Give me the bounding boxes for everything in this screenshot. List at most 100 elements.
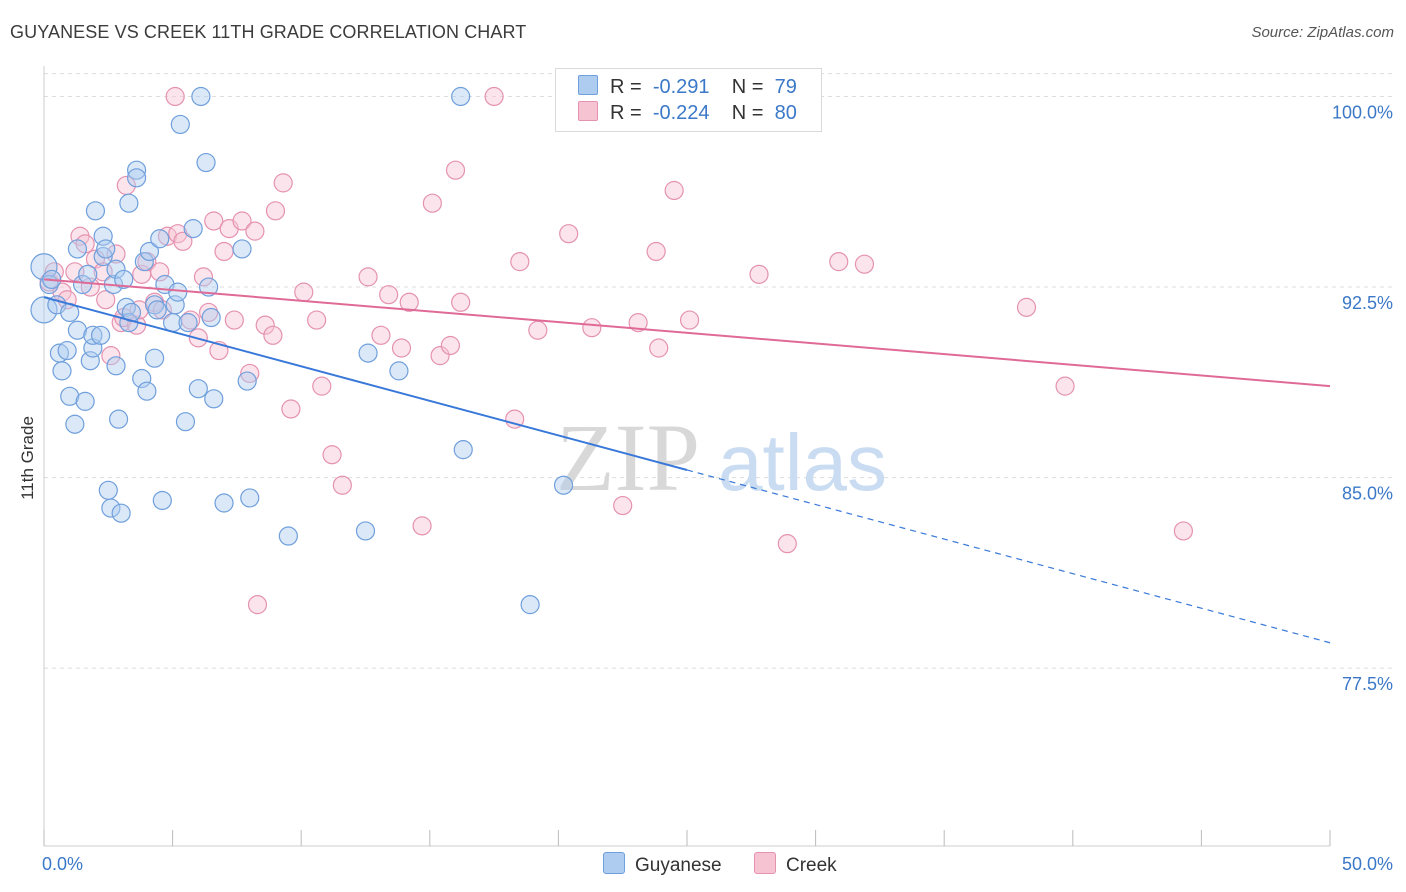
creek-point (247, 595, 268, 615)
legend-r-label: R = (610, 102, 642, 124)
creek-point (173, 231, 193, 251)
guyanese-point (30, 296, 58, 324)
guyanese-point (240, 488, 260, 508)
creek-point (199, 302, 219, 323)
creek-point (646, 241, 666, 262)
creek-point (854, 254, 875, 274)
guyanese-point (144, 348, 165, 368)
guyanese-point (111, 503, 131, 523)
guyanese-point (57, 340, 77, 361)
guyanese-point (358, 343, 378, 363)
creek-point (245, 221, 265, 241)
creek-point (484, 86, 504, 107)
guyanese-point (451, 86, 471, 107)
creek-point (193, 267, 214, 287)
creek-legend-swatch (754, 852, 776, 874)
guyanese-point (389, 361, 409, 381)
guyanese-point (201, 307, 221, 328)
source-label: Source: ZipAtlas.com (1251, 24, 1394, 41)
creek-point (559, 224, 579, 244)
creek-point (1016, 297, 1037, 317)
guyanese-point (119, 193, 139, 213)
guyanese-point (214, 493, 234, 513)
legend-r-value: -0.224 (652, 102, 710, 124)
creek-point (332, 475, 352, 495)
guyanese-point (170, 114, 190, 135)
y-axis-label: 11th Grade (18, 416, 37, 500)
guyanese-point (114, 269, 134, 290)
guyanese-point (232, 239, 252, 259)
guyanese-point (126, 168, 147, 188)
legend-r-value: -0.291 (652, 76, 710, 98)
legend-n-label: N = (731, 76, 764, 98)
creek-point (440, 335, 460, 356)
guyanese-point (96, 239, 116, 259)
guyanese-point (67, 320, 88, 340)
y-tick-label: 77.5% (1342, 674, 1393, 694)
guyanese-points (30, 86, 574, 615)
creek-point (165, 86, 185, 107)
guyanese-point (278, 526, 298, 546)
creek-point (265, 201, 286, 221)
y-tick-label: 85.0% (1342, 484, 1393, 504)
creek-swatch (578, 101, 598, 121)
creek-point (273, 173, 293, 193)
legend-row-guyanese: R = -0.291 N = 79 (578, 75, 797, 101)
guyanese-point (52, 361, 72, 381)
creek-point (96, 290, 116, 310)
guyanese-point (72, 274, 93, 295)
creek-point (255, 315, 275, 335)
creek-point (528, 320, 548, 340)
guyanese-point (132, 368, 152, 389)
guyanese-point (75, 391, 95, 411)
guyanese-point (147, 300, 167, 320)
guyanese-point (116, 297, 136, 317)
guyanese-point (98, 480, 118, 500)
creek-point (224, 310, 244, 330)
guyanese-legend-swatch (603, 852, 625, 874)
guyanese-point (106, 356, 126, 376)
guyanese-point (168, 282, 188, 302)
guyanese-point (355, 521, 376, 541)
y-tick-label: 92.5% (1342, 293, 1393, 313)
guyanese-point (93, 246, 113, 267)
guyanese-point (237, 371, 257, 391)
guyanese-trend-extrapolation (686, 469, 1331, 644)
creek-point (101, 346, 121, 366)
guyanese-point (188, 379, 208, 399)
creek-point (240, 363, 260, 384)
guyanese-point (90, 325, 111, 345)
creek-point (679, 310, 700, 330)
creek-point (829, 252, 849, 272)
guyanese-point (150, 229, 170, 249)
creek-point (371, 325, 391, 345)
guyanese-point (199, 277, 219, 297)
guyanese-point (144, 295, 165, 315)
guyanese-point (134, 252, 154, 272)
creek-point (451, 292, 471, 312)
guyanese-point (108, 409, 129, 429)
creek-point (312, 376, 332, 396)
bottom-legend-creek: Creek (754, 852, 837, 877)
creek-legend-label: Creek (786, 855, 837, 876)
guyanese-swatch (578, 75, 598, 95)
creek-trend-line (43, 278, 1331, 388)
legend-n-value: 79 (774, 76, 797, 98)
y-tick-label: 100.0% (1332, 102, 1393, 122)
guyanese-point (520, 595, 540, 615)
guyanese-trend-line (43, 296, 688, 471)
creek-point (649, 338, 669, 358)
creek-point (505, 409, 525, 429)
watermark-zip: ZIP (556, 404, 700, 511)
creek-point (749, 264, 769, 284)
creek-point (391, 338, 412, 358)
creek-point (412, 516, 432, 536)
creek-point (358, 267, 378, 287)
creek-point (294, 282, 314, 302)
guyanese-point (152, 490, 172, 511)
chart-title: GUYANESE VS CREEK 11TH GRADE CORRELATION… (10, 22, 527, 42)
guyanese-point (83, 325, 103, 345)
legend-n-value: 80 (774, 102, 797, 124)
creek-point (204, 211, 224, 231)
